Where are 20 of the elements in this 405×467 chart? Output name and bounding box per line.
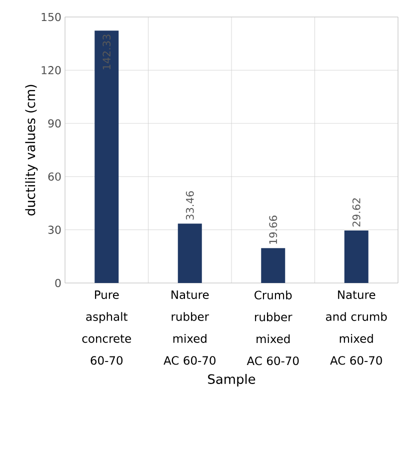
x-tick-label: Pure asphalt concrete 60-70 xyxy=(82,290,131,365)
data-label: 19.66 xyxy=(269,216,278,244)
data-label: 142.33 xyxy=(102,34,111,70)
bar xyxy=(344,230,368,283)
data-label: 29.62 xyxy=(352,198,360,226)
y-tick-label: 150 xyxy=(42,12,61,22)
y-axis-title: ductility values (cm) xyxy=(25,84,38,216)
y-tick-label: 0 xyxy=(55,278,61,288)
x-tick-label: Nature rubber mixed AC 60-70 xyxy=(164,290,216,365)
data-label: 33.46 xyxy=(186,191,194,220)
y-tick-label: 90 xyxy=(48,119,61,128)
y-tick-label: 120 xyxy=(42,66,61,74)
y-tick-label: 60 xyxy=(48,172,61,181)
bar xyxy=(178,224,202,283)
bar xyxy=(94,30,119,283)
x-tick-label: Crumb rubber mixed AC 60-70 xyxy=(246,290,299,366)
x-tick-label: Nature and crumb mixed AC 60-70 xyxy=(326,290,387,365)
bar xyxy=(261,248,286,283)
y-tick-label: 30 xyxy=(48,226,61,234)
x-axis-title: Sample xyxy=(208,374,256,387)
